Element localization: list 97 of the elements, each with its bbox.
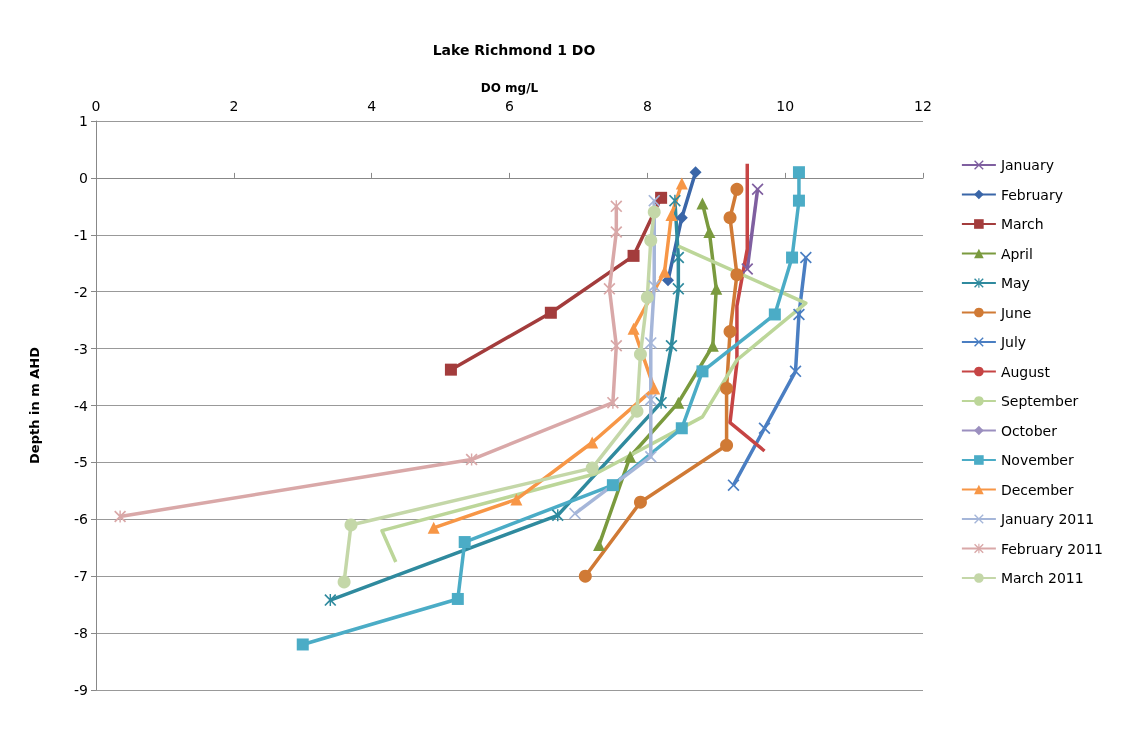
point [465,453,478,466]
legend-label: September [1000,393,1079,409]
legend-label: April [1000,245,1033,262]
legend-label: August [1000,363,1051,380]
chart-title: Lake Richmond 1 DO [432,42,596,58]
point [672,282,685,295]
point [451,592,464,605]
point [627,249,640,262]
point [633,495,647,509]
point [665,208,678,221]
x-tick-label: 10 [776,98,795,114]
legend-label: March 2011 [1000,570,1084,586]
point [544,306,557,319]
point [730,182,744,196]
point [606,396,619,409]
point [720,438,734,452]
point [644,393,657,406]
y-tick-label: -2 [74,283,88,300]
y-tick-label: -7 [74,568,88,585]
y-tick-label: 0 [79,169,88,186]
legend-label: February 2011 [1000,540,1104,557]
x-tick-label: 6 [505,98,515,114]
point [114,510,127,523]
legend-label: November [1000,452,1074,468]
legend-label: March [1000,216,1044,232]
point [768,308,781,321]
point [296,638,309,651]
point [741,262,754,275]
point [627,322,640,335]
x-tick-label: 0 [91,98,101,114]
point [586,436,599,449]
point [427,521,440,534]
point [640,290,654,304]
point [730,268,744,282]
point [585,461,599,475]
y-tick-label: -6 [74,511,89,528]
point [675,211,688,224]
point [720,381,734,395]
point [610,200,623,213]
y-tick-label: -5 [74,454,88,471]
x-tick-label: 8 [642,98,652,114]
line-series [380,244,808,564]
point [458,536,471,549]
point [610,339,623,352]
legend-label: January 2011 [999,511,1095,527]
legend-label: October [1000,422,1058,439]
point [751,183,764,196]
point [551,509,564,522]
point [696,365,709,378]
point [789,365,802,378]
point [723,211,737,225]
point [786,251,799,264]
point [792,194,805,207]
point [624,450,637,463]
point [593,538,606,551]
y-tick-label: 1 [79,113,88,129]
line-series [728,161,767,453]
point [689,166,702,179]
point [648,194,661,207]
point [648,382,661,395]
point [696,197,709,210]
legend-label: July [999,334,1027,350]
point [675,177,688,190]
y-tick-label: -3 [74,340,88,357]
point [675,422,688,435]
y-axis-title: Depth in m AHD [27,346,42,464]
point [644,336,657,349]
point [606,479,619,492]
point [630,404,644,418]
point [444,363,457,376]
point [792,166,805,179]
point [647,205,661,219]
x-tick-label: 2 [229,98,239,114]
x-tick-label: 12 [914,98,932,114]
point [344,518,358,532]
x-axis-title: DO mg/L [480,81,539,96]
legend-label: January [999,157,1054,173]
point [703,225,716,238]
point [644,233,658,247]
point [510,493,523,506]
legend-label: May [1000,275,1030,291]
y-tick-label: -1 [74,226,88,243]
y-tick-label: -8 [74,625,88,642]
point [672,251,685,264]
x-tick-label: 4 [367,98,377,114]
legend-label: June [999,304,1032,321]
point [655,396,668,409]
legend-label: December [1000,481,1074,498]
legend-label: February [1000,186,1063,203]
point [633,347,647,361]
point [337,575,351,589]
point [723,325,737,339]
y-tick-label: -9 [74,682,88,698]
y-tick-label: -4 [74,397,89,414]
point [578,569,592,583]
point [644,450,657,463]
point [668,194,681,207]
